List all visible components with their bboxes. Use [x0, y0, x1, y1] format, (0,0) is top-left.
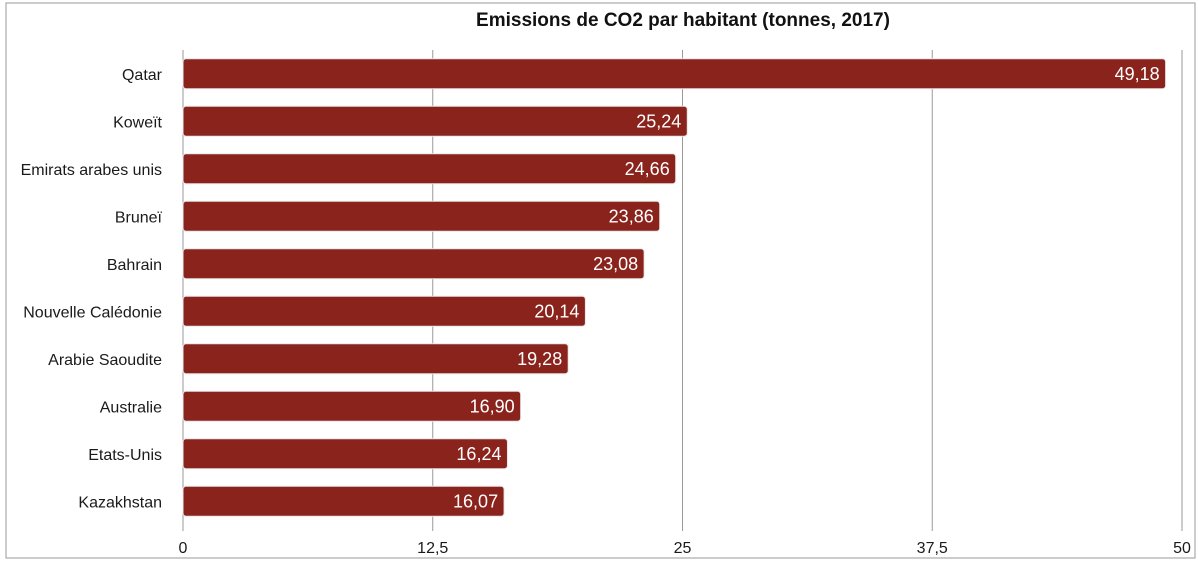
- bar: [182, 153, 677, 185]
- category-label: Kazakhstan: [78, 494, 162, 511]
- bar-value-label: 19,28: [517, 349, 562, 369]
- bar: [182, 200, 661, 232]
- category-label: Australie: [100, 399, 162, 416]
- x-tick-label: 50: [1173, 540, 1191, 557]
- category-label: Bahrain: [107, 257, 162, 274]
- bar: [182, 485, 505, 517]
- bar: [182, 438, 508, 470]
- bar: [182, 343, 569, 375]
- bar-value-label: 23,08: [593, 254, 638, 274]
- x-axis-tick-labels: 0 12,5 25 37,5 50: [179, 540, 1191, 557]
- bar: [182, 58, 1167, 90]
- bar-value-label: 16,24: [456, 444, 501, 464]
- category-label: Bruneï: [115, 209, 163, 226]
- bar: [182, 390, 522, 422]
- x-tick-label: 25: [674, 540, 692, 557]
- bar-value-label: 49,18: [1115, 64, 1160, 84]
- x-tick-label: 0: [179, 540, 188, 557]
- category-labels: Qatar Koweït Emirats arabes unis Bruneï Bahr…: [21, 67, 163, 512]
- bar-value-label: 25,24: [636, 111, 681, 131]
- bar-value-label: 23,86: [609, 206, 654, 226]
- bar: [182, 295, 586, 327]
- bar-value-label: 16,07: [453, 491, 498, 511]
- bar: [182, 105, 688, 137]
- bar-value-label: 20,14: [534, 301, 579, 321]
- category-label: Emirats arabes unis: [21, 162, 162, 179]
- x-tick-label: 12,5: [417, 540, 448, 557]
- category-label: Arabie Saoudite: [48, 352, 162, 369]
- bar: [182, 248, 645, 280]
- bars: 49,18 25,24 24,66 23,86 23,08 20,14 19,28 16,90…: [182, 58, 1167, 517]
- x-tick-label: 37,5: [917, 540, 948, 557]
- bar-value-label: 16,90: [470, 396, 515, 416]
- chart-title: Emissions de CO2 par habitant (tonnes, 2…: [476, 10, 890, 31]
- category-label: Etats-Unis: [88, 447, 162, 464]
- category-label: Nouvelle Calédonie: [23, 304, 162, 321]
- category-label: Koweït: [113, 114, 162, 131]
- bar-value-label: 24,66: [625, 159, 670, 179]
- category-label: Qatar: [122, 67, 163, 84]
